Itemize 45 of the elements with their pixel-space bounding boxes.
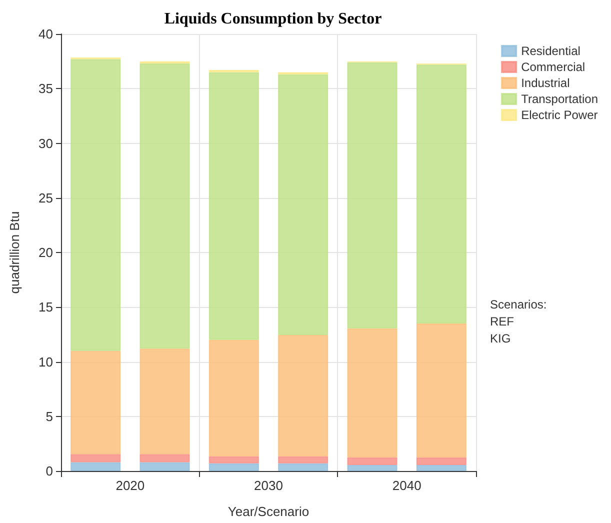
bar: [278, 463, 328, 471]
y-tick-label: 40: [38, 26, 53, 42]
y-tick-label: 25: [38, 190, 53, 206]
bar: [347, 328, 398, 458]
legend-label: Commercial: [521, 60, 586, 74]
bar: [140, 454, 190, 462]
bar: [70, 454, 121, 462]
bar: [208, 72, 259, 340]
y-tick-label: 30: [38, 136, 53, 151]
bar: [208, 340, 259, 456]
legend-label: Electric Power: [521, 108, 598, 122]
bar: [70, 350, 121, 454]
bar: [278, 74, 328, 335]
y-tick-label: 15: [38, 300, 53, 315]
y-tick-label: 0: [46, 464, 53, 478]
bar: [208, 456, 259, 464]
y-tick-label: 10: [38, 354, 53, 370]
bar: [208, 463, 259, 471]
bar: [347, 62, 398, 328]
bar: [278, 334, 328, 456]
bar: [347, 457, 398, 465]
y-tick-label: 20: [38, 245, 53, 260]
bar: [347, 464, 398, 471]
bar: [140, 64, 190, 349]
bar: [416, 457, 466, 465]
bar: [416, 464, 466, 471]
x-tick-label: 2020: [116, 478, 145, 493]
text: Scenarios: REF KIG: [490, 298, 547, 346]
bar: [416, 64, 466, 324]
bar: [70, 59, 121, 351]
x-tick-label: 2030: [254, 478, 283, 493]
bar: [416, 324, 466, 458]
legend-label: Industrial: [521, 76, 570, 90]
bar: [140, 462, 190, 471]
y-tick-label: 35: [38, 81, 53, 96]
chart-title: Liquids Consumption by Sector: [164, 10, 382, 28]
y-tick-label: 5: [46, 408, 53, 424]
legend-label: Transportation: [521, 92, 598, 106]
bar: [278, 456, 328, 464]
bar: [70, 462, 121, 471]
x-axis-title: Year/Scenario: [228, 504, 310, 519]
y-axis-title: quadrillion Btu: [7, 211, 22, 294]
bar: [140, 348, 190, 454]
x-tick-label: 2040: [392, 478, 422, 493]
legend-label: Residential: [521, 44, 580, 58]
